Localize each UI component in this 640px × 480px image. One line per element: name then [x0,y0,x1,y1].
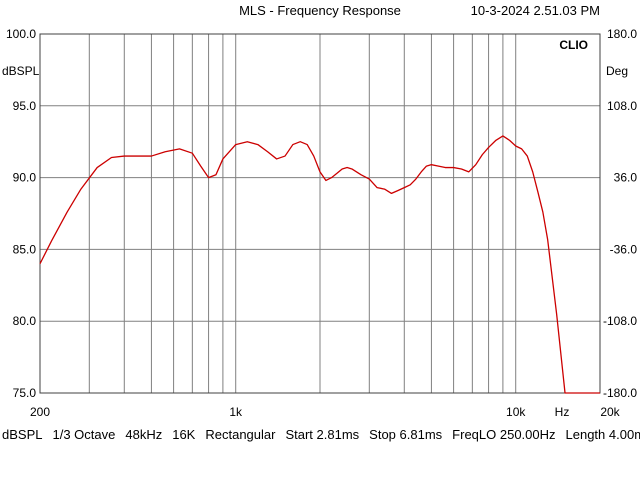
y-tick-label-left: 100.0 [6,27,36,41]
y-axis-label-left: dBSPL [2,64,40,78]
setting-item: Rectangular [205,427,276,442]
chart-title: MLS - Frequency Response [239,3,401,18]
y-tick-label-right: -36.0 [610,242,638,256]
measurement-settings: dBSPL 1/3 Octave 48kHz 16K Rectangular Start … [2,428,640,441]
y-tick-label-right: 180.0 [607,27,637,41]
x-tick-label: 20k [600,405,620,419]
setting-item: 1/3 Octave [52,427,116,442]
y-tick-label-right: -108.0 [603,314,637,328]
y-tick-label-left: 75.0 [13,386,37,400]
setting-item: Length 4.00ms [565,427,640,442]
y-tick-label-left: 80.0 [13,314,37,328]
setting-item: FreqLO 250.00Hz [452,427,556,442]
setting-item: 16K [172,427,196,442]
x-tick-label: 200 [30,405,50,419]
y-tick-label-right: 36.0 [614,171,638,185]
setting-item: Stop 6.81ms [369,427,443,442]
setting-item: Start 2.81ms [285,427,360,442]
y-tick-label-left: 95.0 [13,99,37,113]
setting-item: 48kHz [125,427,163,442]
y-tick-label-left: 85.0 [13,242,37,256]
timestamp: 10-3-2024 2.51.03 PM [470,3,600,18]
y-tick-label-right: 108.0 [607,99,637,113]
clio-logo: CLIO [559,38,588,52]
x-tick-label: 10k [506,405,526,419]
plot-frame [39,33,601,394]
y-axis-label-right: Deg [606,64,628,78]
response-curve [39,135,600,394]
y-tick-label-right: -180.0 [603,386,637,400]
x-tick-label: 1k [229,405,243,419]
x-axis-label: Hz [555,405,570,419]
y-tick-label-left: 90.0 [13,171,37,185]
setting-item: dBSPL [2,427,43,442]
